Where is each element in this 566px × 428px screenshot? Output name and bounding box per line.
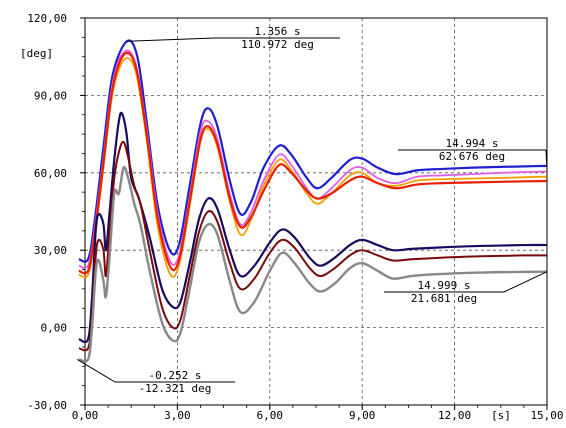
annotation-leader: [545, 149, 548, 166]
series-line-4: [78, 51, 547, 275]
annotation-value: -12.321 deg: [139, 382, 212, 395]
y-tick-label: 90,00: [34, 89, 67, 102]
grid-lines: [84, 18, 547, 405]
y-tick-label: 120,00: [27, 12, 67, 25]
plot-frame: [84, 17, 548, 406]
annotation-time: -0.252 s: [149, 369, 202, 382]
y-tick-label: -30,00: [27, 399, 67, 412]
annotation-leader: [503, 271, 548, 293]
x-tick-label: 6,00: [257, 409, 284, 422]
series-line-7: [78, 165, 547, 363]
series-line-2: [78, 49, 547, 270]
annotation-time: 1.356 s: [254, 25, 300, 38]
annotation-leader: [76, 358, 116, 383]
annotation-value: 110.972 deg: [241, 38, 314, 51]
axes: -30,00 0,00 30,00 60,00 90,00 120,00 0,00 3,00 6…: [20, 12, 564, 422]
annotation-time: 14.994 s: [446, 137, 499, 150]
x-tick-label: 3,00: [164, 409, 191, 422]
series-group: [78, 39, 547, 363]
annotation-value: 21.681 deg: [411, 292, 477, 305]
x-tick-label: 9,00: [349, 409, 376, 422]
x-tick-label: 0,00: [72, 409, 99, 422]
x-axis-unit: [s]: [491, 409, 511, 422]
series-line-5: [78, 111, 547, 344]
series-line-6: [78, 140, 547, 352]
y-tick-label: 0,00: [41, 322, 68, 335]
x-tick-label: 12,00: [438, 409, 471, 422]
annotation-time: 14.999 s: [418, 279, 471, 292]
series-line-3: [78, 57, 547, 278]
x-tick-label: 15,00: [530, 409, 563, 422]
y-tick-label: 60,00: [34, 167, 67, 180]
y-axis-label: [deg]: [20, 47, 53, 60]
annotation-leader: [126, 37, 216, 42]
y-tick-label: 30,00: [34, 244, 67, 257]
annotation-value: 62.676 deg: [439, 150, 505, 163]
